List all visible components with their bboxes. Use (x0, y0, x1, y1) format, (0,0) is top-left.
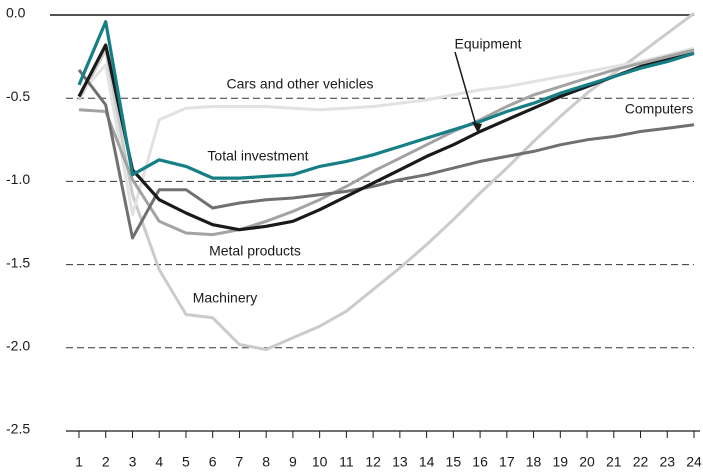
series-label: Metal products (209, 243, 301, 259)
x-tick-label: 11 (339, 454, 354, 470)
x-tick-label: 3 (129, 454, 137, 470)
y-tick-label: -1.5 (6, 254, 30, 270)
y-tick-label: 0.0 (6, 5, 26, 21)
x-tick-label: 18 (526, 454, 542, 470)
x-tick-label: 17 (499, 454, 515, 470)
x-tick-label: 19 (553, 454, 569, 470)
x-tick-label: 24 (686, 454, 702, 470)
x-tick-label: 8 (262, 454, 270, 470)
y-tick-label: -1.0 (6, 171, 30, 187)
x-tick-label: 13 (392, 454, 408, 470)
x-tick-label: 2 (102, 454, 110, 470)
plot: 0.0-0.5-1.0-1.5-2.0-2.51 2 3 4 5 6 7 8 9 10 11 12 13… (6, 5, 702, 470)
x-tick-label: 14 (419, 454, 435, 470)
x-tick-label: 20 (579, 454, 595, 470)
x-tick-label: 16 (472, 454, 488, 470)
x-tick-label: 6 (209, 454, 217, 470)
arrow-head (472, 122, 482, 133)
x-tick-label: 5 (182, 454, 190, 470)
series-line (77, 20, 695, 180)
series-line (77, 12, 695, 351)
x-tick-label: 4 (155, 454, 163, 470)
annotation-arrow (454, 51, 479, 133)
series-line (77, 68, 695, 240)
series-label: Cars and other vehicles (226, 76, 373, 92)
series-line (77, 46, 695, 217)
x-tick-label: 22 (633, 454, 649, 470)
x-tick-label: 12 (365, 454, 381, 470)
x-tick-label: 1 (75, 454, 83, 470)
x-tick-label: 10 (312, 454, 328, 470)
y-tick-label: -0.5 (6, 88, 30, 104)
series-label: Total investment (207, 148, 308, 164)
x-tick-label: 9 (289, 454, 297, 470)
y-tick-label: -2.5 (6, 421, 30, 437)
x-tick-label: 15 (446, 454, 462, 470)
series-label: Computers (625, 101, 693, 117)
series-line (78, 48, 695, 237)
series-label: Equipment (455, 36, 522, 52)
x-tick-label: 21 (606, 454, 622, 470)
series-label: Machinery (193, 290, 258, 306)
x-tick-label: 23 (659, 454, 675, 470)
y-tick-label: -2.0 (6, 338, 30, 354)
x-tick-label: 7 (236, 454, 244, 470)
